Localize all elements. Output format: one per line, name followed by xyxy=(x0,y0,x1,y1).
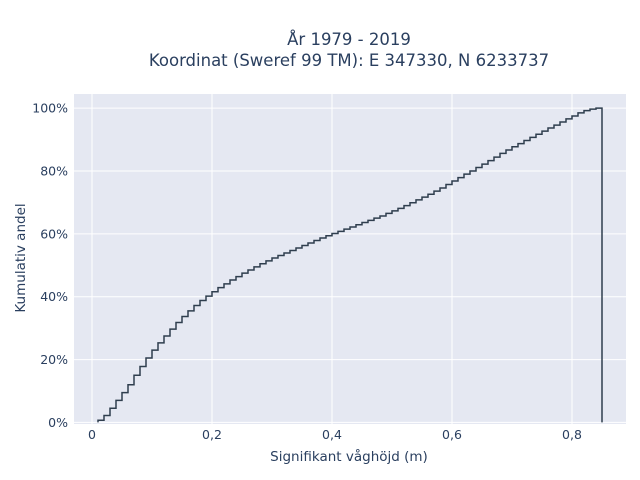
x-tick-label: 0,4 xyxy=(322,427,342,442)
y-tick-label: 100% xyxy=(32,101,68,116)
x-tick-labels: 0 0,2 0,4 0,6 0,8 xyxy=(88,427,582,442)
x-tick-label: 0,6 xyxy=(442,427,462,442)
chart-title-line-1: År 1979 - 2019 xyxy=(287,30,411,49)
x-tick-label: 0 xyxy=(88,427,96,442)
plot-area xyxy=(74,94,626,424)
y-tick-label: 40% xyxy=(40,289,68,304)
x-tick-label: 0,2 xyxy=(202,427,222,442)
x-tick-label: 0,8 xyxy=(562,427,582,442)
y-tick-labels: 0% 20% 40% 60% 80% 100% xyxy=(32,101,68,430)
y-gridlines xyxy=(74,107,626,423)
y-tick-label: 20% xyxy=(40,352,68,367)
y-axis-title: Kumulativ andel xyxy=(13,203,29,312)
x-gridlines xyxy=(91,94,573,424)
x-axis-title: Signifikant våghöjd (m) xyxy=(270,448,428,465)
y-tick-label: 60% xyxy=(40,226,68,241)
chart-title-line-2: Koordinat (Sweref 99 TM): E 347330, N 62… xyxy=(149,51,549,70)
y-tick-label: 0% xyxy=(48,415,68,430)
y-tick-label: 80% xyxy=(40,164,68,179)
cumulative-step-line xyxy=(97,107,603,423)
